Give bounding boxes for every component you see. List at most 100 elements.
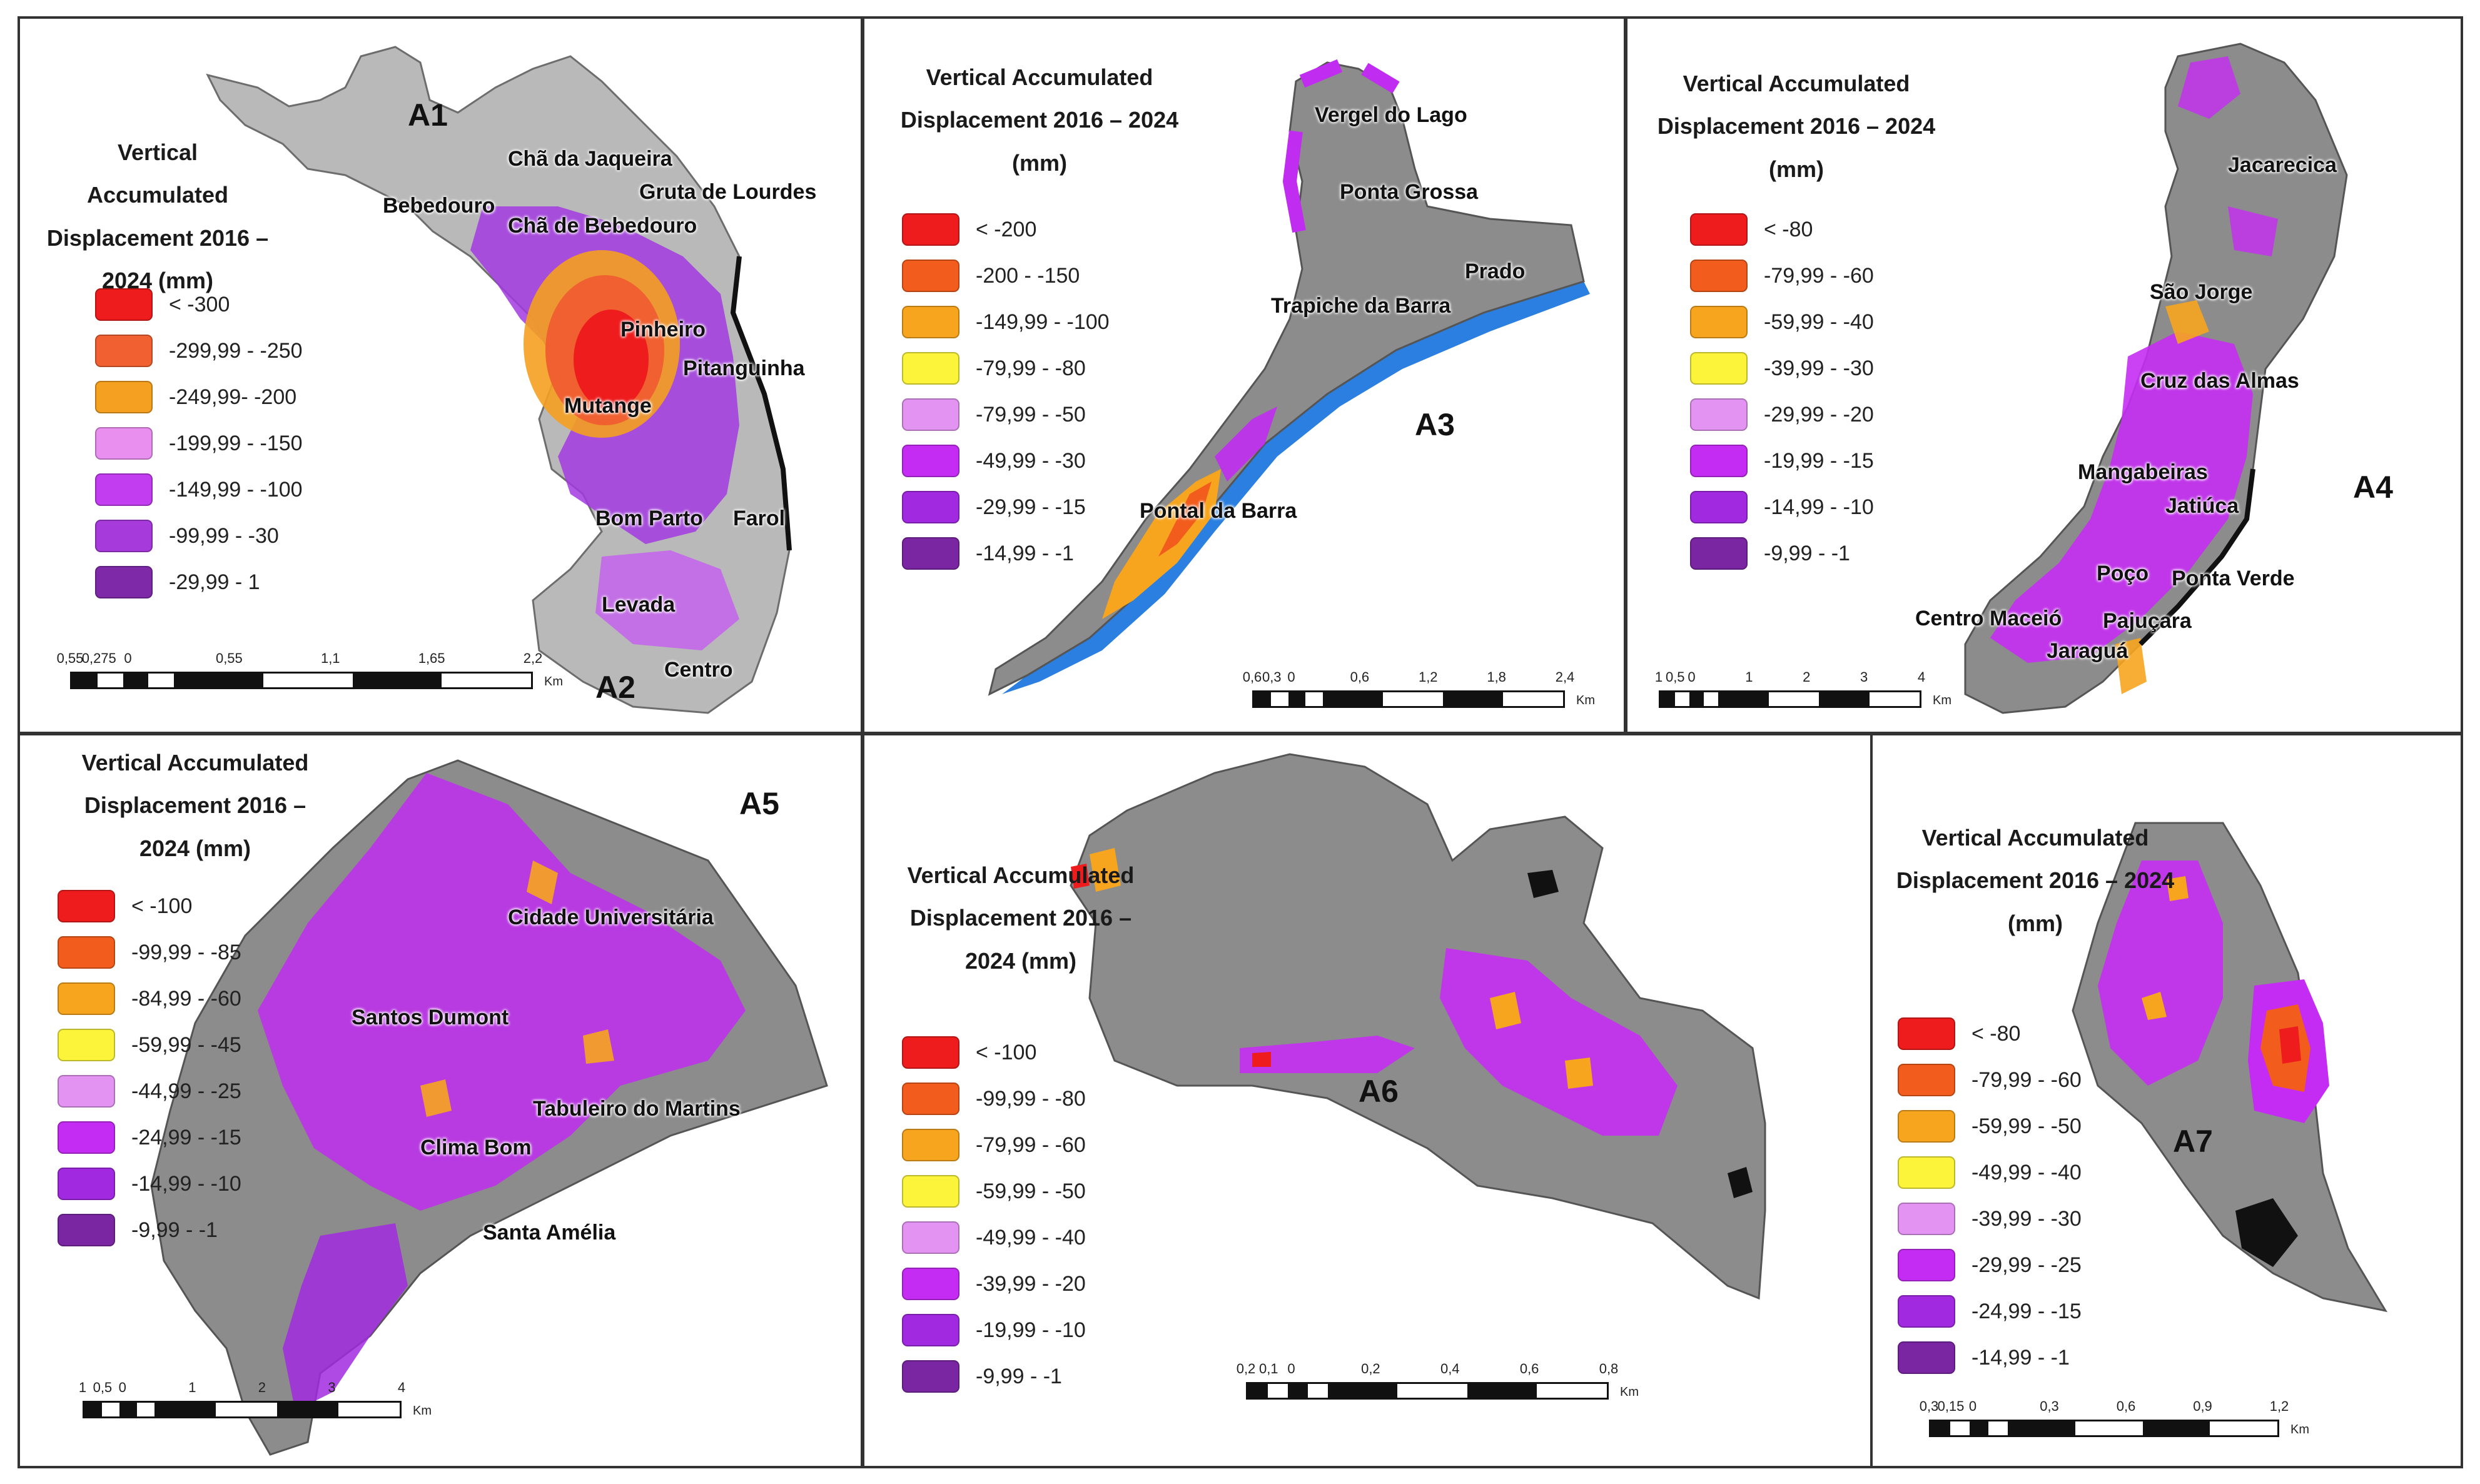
scale-bar-segments <box>1659 690 1921 708</box>
panel-label-a3: A3 <box>1415 407 1455 442</box>
legend-item: -59,99 - -50 <box>1898 1103 2082 1149</box>
legend-swatch <box>1690 491 1748 523</box>
displacement-zone-west <box>2098 861 2223 1086</box>
legend-label: -19,99 - -15 <box>1764 448 1874 473</box>
place-label: Chã de Bebedouro <box>508 214 697 238</box>
place-label: Santos Dumont <box>352 1006 509 1029</box>
scale-tick-label: 3 <box>1860 669 1868 685</box>
panel-label-a5: A5 <box>739 786 779 821</box>
place-label: Gruta de Lourdes <box>639 180 817 204</box>
scale-tick-label: 0,15 <box>1937 1398 1965 1414</box>
scale-tick-label: 0,1 <box>1258 1361 1278 1376</box>
legend-label: -79,99 - -60 <box>1971 1068 2082 1092</box>
legend: < -200 -200 - -150 -149,99 - -100 -79,99 - … <box>902 206 1110 577</box>
legend-item: -249,99- -200 <box>95 374 303 420</box>
legend-label: -84,99 - -60 <box>131 986 241 1011</box>
panel-label-a2: A2 <box>595 670 635 705</box>
legend-item: -29,99 - -25 <box>1898 1242 2082 1288</box>
scale-bar: 1 0,5 0 1 2 3 4 Km <box>79 1380 432 1418</box>
legend-item: -29,99 - -20 <box>1690 391 1874 438</box>
legend-swatch <box>902 306 959 338</box>
legend-title: Vertical Accumulated Displacement 2016 – … <box>1896 825 2175 936</box>
scale-tick-label: 0 <box>1287 669 1295 685</box>
place-label: Tabuleiro do Martins <box>533 1097 741 1121</box>
legend-swatch <box>902 352 959 385</box>
legend-label: -39,99 - -20 <box>976 1271 1086 1296</box>
legend-swatch <box>902 491 959 523</box>
legend-swatch <box>58 1075 115 1108</box>
place-label: Pinheiro <box>620 318 706 341</box>
legend-item: -14,99 - -10 <box>58 1161 241 1207</box>
legend-item: -24,99 - -15 <box>1898 1288 2082 1335</box>
scale-unit: Km <box>544 675 563 689</box>
legend-item: -14,99 - -1 <box>902 530 1110 577</box>
legend-swatch <box>902 1129 959 1161</box>
place-label: Bebedouro <box>383 194 495 218</box>
legend-label: -99,99 - -80 <box>976 1086 1086 1111</box>
scale-tick-label: 0 <box>1688 669 1696 685</box>
legend-swatch <box>58 1121 115 1154</box>
legend-label: -14,99 - -1 <box>1971 1345 2070 1370</box>
legend-swatch <box>58 982 115 1015</box>
displacement-hotspots-west <box>2142 876 2189 1020</box>
scale-tick-label: 0,3 <box>1262 669 1282 685</box>
scale-tick-label: 2 <box>258 1380 266 1395</box>
scale-unit: Km <box>2290 1423 2309 1436</box>
scale-tick-labels: 1 0,5 0 1 2 3 4 <box>1655 669 1925 690</box>
place-label: Centro Maceió <box>1915 607 2062 630</box>
legend-item: -19,99 - -15 <box>1690 438 1874 484</box>
legend: < -100 -99,99 - -80 -79,99 - -60 -59,99 - -… <box>902 1029 1086 1400</box>
legend-swatch <box>58 1214 115 1246</box>
legend-swatch <box>902 260 959 292</box>
legend-label: -29,99 - -20 <box>1764 402 1874 427</box>
legend-swatch <box>1898 1064 1955 1096</box>
subsidence-hotspot-core <box>574 310 649 410</box>
legend-label: < -200 <box>976 217 1037 241</box>
legend-label: -24,99 - -15 <box>131 1125 241 1149</box>
scale-tick-label: 2,4 <box>1555 669 1575 685</box>
legend-swatch <box>902 398 959 431</box>
place-label: Pajuçara <box>2103 609 2192 633</box>
scale-tick-label: 0 <box>1287 1361 1295 1376</box>
place-label: Bom Parto <box>595 507 703 530</box>
scale-tick-label: 2,2 <box>523 650 543 666</box>
place-label: São Jorge <box>2150 280 2253 304</box>
legend-item: -29,99 - 1 <box>95 559 303 605</box>
scale-tick-label: 0,2 <box>1236 1361 1256 1376</box>
scale-tick-label: 1 <box>1654 669 1663 685</box>
legend-item: -14,99 - -10 <box>1690 484 1874 530</box>
scale-tick-label: 0,6 <box>1350 669 1370 685</box>
legend-label: -14,99 - -1 <box>976 541 1074 565</box>
legend-item: -39,99 - -20 <box>902 1261 1086 1307</box>
legend-label: -249,99- -200 <box>169 385 297 409</box>
scale-bar-segments <box>1929 1420 2279 1437</box>
scale-tick-label: 0,8 <box>1599 1361 1619 1376</box>
displacement-strip <box>1215 406 1277 482</box>
place-label: Cruz das Almas <box>2140 369 2299 393</box>
place-label: Vergel do Lago <box>1315 103 1467 127</box>
map-panel-a6: Vertical Accumulated Displacement 2016 –2… <box>862 733 1875 1468</box>
place-label: Pitanguinha <box>683 356 805 380</box>
legend-item: < -80 <box>1898 1011 2082 1057</box>
legend-label: -9,99 - -1 <box>976 1364 1062 1388</box>
legend-item: -99,99 - -85 <box>58 929 241 976</box>
legend-swatch <box>58 1029 115 1061</box>
map-a4 <box>1964 43 2348 714</box>
legend-label: -200 - -150 <box>976 263 1080 288</box>
scale-bar: 0,55 0,275 0 0,55 1,1 1,65 2,2 Km <box>57 650 563 689</box>
legend-swatch <box>1690 260 1748 292</box>
legend-swatch <box>1898 1156 1955 1189</box>
legend-label: -14,99 - -10 <box>131 1171 241 1196</box>
legend-item: -39,99 - -30 <box>1690 345 1874 391</box>
legend-swatch <box>95 427 153 460</box>
legend-swatch <box>58 936 115 969</box>
scale-tick-label: 0,2 <box>1361 1361 1380 1376</box>
legend-swatch <box>1898 1203 1955 1235</box>
legend-item: -299,99 - -250 <box>95 328 303 374</box>
scale-tick-label: 0,55 <box>215 650 243 666</box>
legend-swatch <box>1898 1249 1955 1281</box>
scale-unit: Km <box>413 1404 432 1418</box>
place-label: Jatiúca <box>2165 494 2239 518</box>
legend-label: -59,99 - -40 <box>1764 310 1874 334</box>
displacement-strip-south <box>1240 1036 1415 1073</box>
